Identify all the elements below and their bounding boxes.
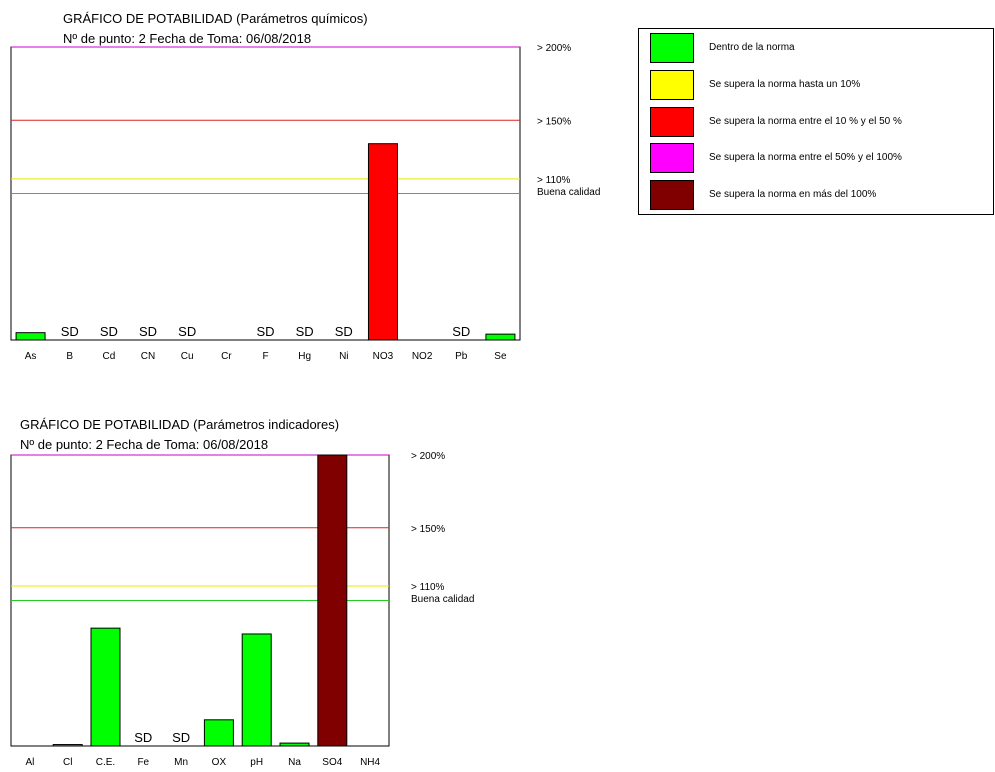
chart1-subtitle: Nº de punto: 2 Fecha de Toma: 06/08/2018 xyxy=(63,31,312,46)
reference-line-label: > 150% xyxy=(537,116,571,127)
reference-line-label: > 110% xyxy=(537,175,571,186)
category-tick-label: OX xyxy=(212,757,227,768)
category-tick-label: pH xyxy=(250,757,263,768)
reference-line-label: Buena calidad xyxy=(537,187,600,198)
legend-swatch xyxy=(650,180,694,210)
category-tick-label: Cr xyxy=(221,351,232,362)
legend-item-within-norm: Dentro de la norma xyxy=(639,33,993,65)
legend-swatch xyxy=(650,107,694,137)
bar xyxy=(317,454,348,747)
bar xyxy=(241,633,272,747)
no-data-label: SD xyxy=(296,324,314,339)
reference-line-label: > 200% xyxy=(411,451,445,462)
no-data-label: SD xyxy=(335,324,353,339)
no-data-label: SD xyxy=(61,324,79,339)
reference-line-label: Buena calidad xyxy=(411,594,474,605)
category-tick-label: Cu xyxy=(181,351,194,362)
reference-line-label: > 200% xyxy=(537,43,571,54)
category-tick-label: Se xyxy=(494,351,507,362)
legend-label: Se supera la norma entre el 10 % y el 50… xyxy=(709,116,902,127)
category-tick-label: Cd xyxy=(102,351,115,362)
category-tick-label: Cl xyxy=(63,757,72,768)
category-tick-label: Hg xyxy=(298,351,311,362)
no-data-label: SD xyxy=(172,730,190,745)
bar xyxy=(279,742,310,747)
no-data-label: SD xyxy=(100,324,118,339)
category-tick-label: Al xyxy=(25,757,34,768)
no-data-label: SD xyxy=(134,730,152,745)
reference-line-label: > 150% xyxy=(411,524,445,535)
legend-label: Dentro de la norma xyxy=(709,42,795,53)
category-tick-label: NO2 xyxy=(412,351,433,362)
chart2-subtitle: Nº de punto: 2 Fecha de Toma: 06/08/2018 xyxy=(20,437,269,452)
chemical-parameters-chart: > 200% > 150% > 110%Buena calidad As SD B SD Cd… xyxy=(10,43,600,362)
category-tick-label: C.E. xyxy=(96,757,115,768)
category-tick-label: SO4 xyxy=(322,757,342,768)
bar xyxy=(367,143,398,341)
indicator-parameters-chart: > 200% > 150% > 110%Buena calidad Al Cl C.E. S… xyxy=(10,451,474,768)
legend-label: Se supera la norma entre el 50% y el 100… xyxy=(709,152,902,163)
bar xyxy=(15,332,46,341)
category-tick-label: As xyxy=(25,351,37,362)
category-tick-label: Fe xyxy=(137,757,149,768)
category-tick-label: NO3 xyxy=(373,351,394,362)
no-data-label: SD xyxy=(139,324,157,339)
category-tick-label: CN xyxy=(141,351,155,362)
legend-swatch xyxy=(650,70,694,100)
no-data-label: SD xyxy=(178,324,196,339)
legend-item-exceeds-50-100: Se supera la norma entre el 50% y el 100… xyxy=(639,143,993,175)
bar xyxy=(203,719,234,747)
category-tick-label: NH4 xyxy=(360,757,380,768)
no-data-label: SD xyxy=(452,324,470,339)
chart1-title: GRÁFICO DE POTABILIDAD (Parámetros quími… xyxy=(63,11,368,26)
legend-item-exceeds-10-50: Se supera la norma entre el 10 % y el 50… xyxy=(639,107,993,139)
legend-swatch xyxy=(650,33,694,63)
no-data-label: SD xyxy=(256,324,274,339)
legend-label: Se supera la norma en más del 100% xyxy=(709,189,877,200)
category-tick-label: F xyxy=(262,351,268,362)
reference-line-label: > 110% xyxy=(411,582,445,593)
category-tick-label: Ni xyxy=(339,351,348,362)
category-tick-label: Mn xyxy=(174,757,188,768)
legend: Dentro de la norma Se supera la norma ha… xyxy=(638,28,994,215)
bar xyxy=(52,744,83,747)
legend-item-exceeds-10: Se supera la norma hasta un 10% xyxy=(639,70,993,102)
legend-label: Se supera la norma hasta un 10% xyxy=(709,79,861,90)
bar xyxy=(90,627,121,747)
category-tick-label: Pb xyxy=(455,351,468,362)
category-tick-label: Na xyxy=(288,757,301,768)
bar xyxy=(485,333,516,341)
legend-swatch xyxy=(650,143,694,173)
chart2-title: GRÁFICO DE POTABILIDAD (Parámetros indic… xyxy=(20,417,340,432)
category-tick-label: B xyxy=(66,351,73,362)
legend-item-exceeds-100: Se supera la norma en más del 100% xyxy=(639,180,993,212)
